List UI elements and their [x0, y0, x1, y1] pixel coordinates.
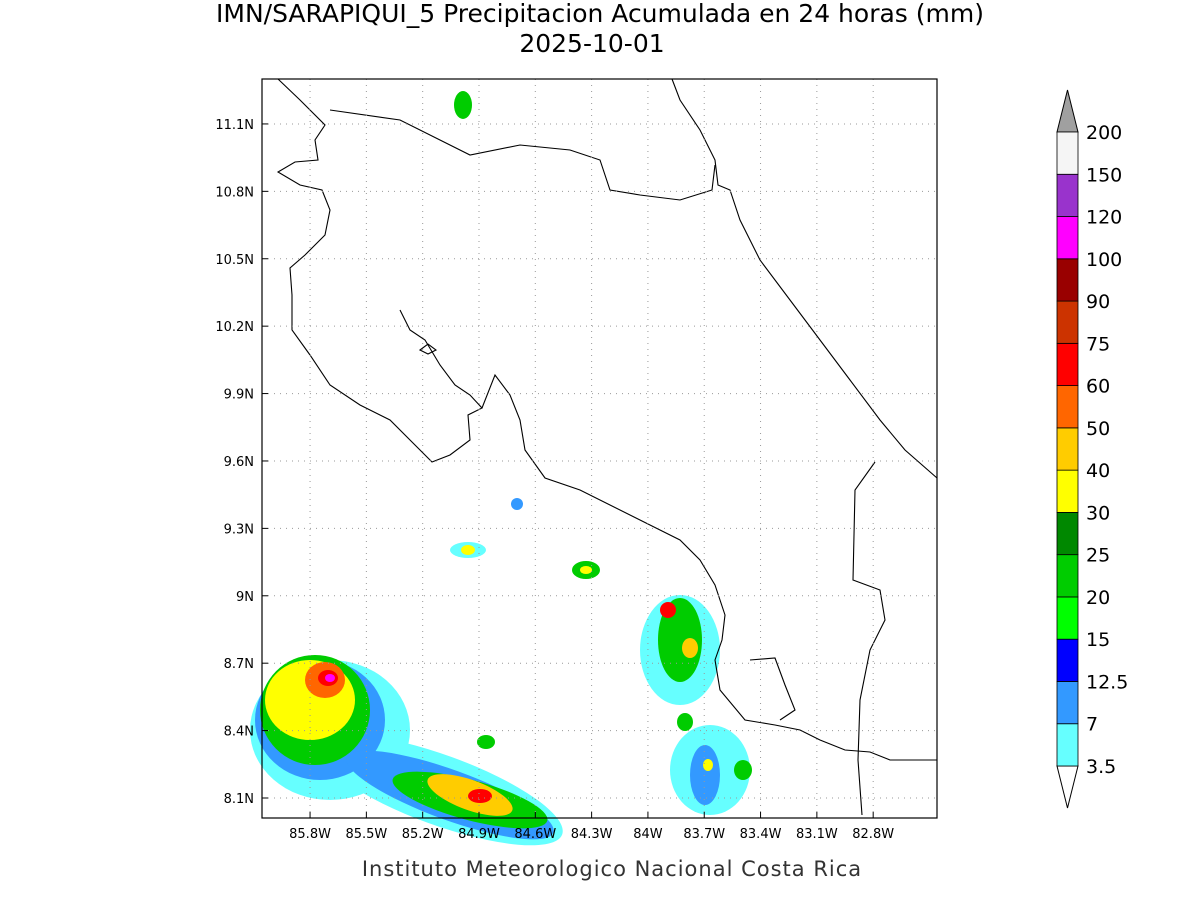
y-tick-label: 9.6N [224, 455, 254, 470]
colorbar-segment [1056, 638, 1079, 682]
x-tick-label: 82.8W [852, 827, 894, 842]
rain-area [677, 713, 693, 731]
coastline-path [276, 78, 483, 463]
colorbar-segment [1056, 554, 1079, 598]
colorbar-label: 3.5 [1086, 756, 1116, 778]
y-tick-label: 9.9N [224, 388, 254, 403]
colorbar-segment [1056, 512, 1079, 556]
colorbar-label: 50 [1086, 418, 1110, 440]
rain-area [511, 498, 523, 510]
y-tick-label: 8.7N [224, 657, 254, 672]
colorbar-label: 12.5 [1086, 671, 1128, 693]
colorbar-segment [1056, 723, 1079, 767]
colorbar-label: 200 [1086, 122, 1122, 144]
colorbar-label: 25 [1086, 545, 1110, 567]
rain-area [461, 545, 475, 555]
footer: Instituto Meteorologico Nacional Costa R… [362, 857, 862, 881]
x-tick-label: 84W [633, 827, 663, 842]
colorbar-label: 15 [1086, 629, 1110, 651]
colorbar-label: 120 [1086, 207, 1122, 229]
rain-area [658, 598, 702, 682]
y-tick-label: 8.4N [224, 725, 254, 740]
lake [418, 343, 438, 355]
rain-area [477, 735, 495, 749]
colorbar-label: 40 [1086, 460, 1110, 482]
y-tick-label: 11.1N [215, 118, 254, 133]
y-tick-label: 10.2N [215, 320, 254, 335]
colorbar-label: 75 [1086, 333, 1110, 355]
rain-area [454, 91, 472, 119]
colorbar-label: 90 [1086, 291, 1110, 313]
x-tick-label: 85.2W [402, 827, 444, 842]
x-tick-label: 85.8W [289, 827, 331, 842]
colorbar-over [1056, 89, 1079, 133]
precipitation-field [250, 91, 752, 846]
rain-area [468, 789, 492, 803]
map-frame [261, 78, 938, 819]
axes: 85.8W 85.5W 85.2W 84.9W 84.6W 84.3W 84W 83.7W 83… [215, 79, 937, 842]
y-tick-label: 9.3N [224, 522, 254, 537]
colorbar-segment [1056, 300, 1079, 344]
coastline-path [671, 78, 938, 479]
rain-area [580, 566, 592, 574]
border-path [329, 109, 716, 201]
y-tick-label: 8.1N [224, 792, 254, 807]
rain-area [325, 674, 335, 682]
y-tick-label: 10.8N [215, 185, 254, 200]
rain-area [703, 759, 713, 771]
coastline-path [481, 373, 937, 761]
rain-area [690, 745, 720, 805]
colorbar: 3.5 7 12.5 15 20 25 30 40 50 60 75 90 100 120 150 200 [1056, 89, 1128, 809]
x-tick-label: 84.6W [514, 827, 556, 842]
x-tick-label: 83.7W [683, 827, 725, 842]
rain-area [734, 760, 752, 780]
title: IMN/SARAPIQUI_5 Precipitacion Acumulada … [216, 0, 984, 28]
x-tick-label: 84.9W [458, 827, 500, 842]
x-tick-label: 85.5W [345, 827, 387, 842]
rain-area [660, 602, 676, 618]
colorbar-segment [1056, 469, 1079, 513]
colorbar-label: 150 [1086, 164, 1122, 186]
rain-area [682, 638, 698, 658]
colorbar-segment [1056, 385, 1079, 429]
colorbar-segment [1056, 131, 1079, 175]
colorbar-segment [1056, 258, 1079, 302]
colorbar-label: 20 [1086, 587, 1110, 609]
x-tick-label: 83.1W [796, 827, 838, 842]
colorbar-segment [1056, 173, 1079, 217]
colorbar-label: 7 [1086, 714, 1098, 736]
colorbar-segment [1056, 596, 1079, 640]
border-path [852, 461, 886, 816]
colorbar-segment [1056, 681, 1079, 725]
colorbar-segment [1056, 216, 1079, 260]
x-tick-label: 83.4W [740, 827, 782, 842]
colorbar-segment [1056, 342, 1079, 387]
colorbar-label: 100 [1086, 249, 1122, 271]
coastline-path [749, 657, 796, 721]
colorbar-segment [1056, 427, 1079, 471]
colorbar-label: 30 [1086, 502, 1110, 524]
y-tick-label: 9N [236, 590, 254, 605]
y-tick-label: 10.5N [215, 253, 254, 268]
colorbar-label: 60 [1086, 376, 1110, 398]
subtitle: 2025-10-01 [519, 29, 664, 58]
colorbar-under [1056, 765, 1079, 809]
x-tick-label: 84.3W [571, 827, 613, 842]
